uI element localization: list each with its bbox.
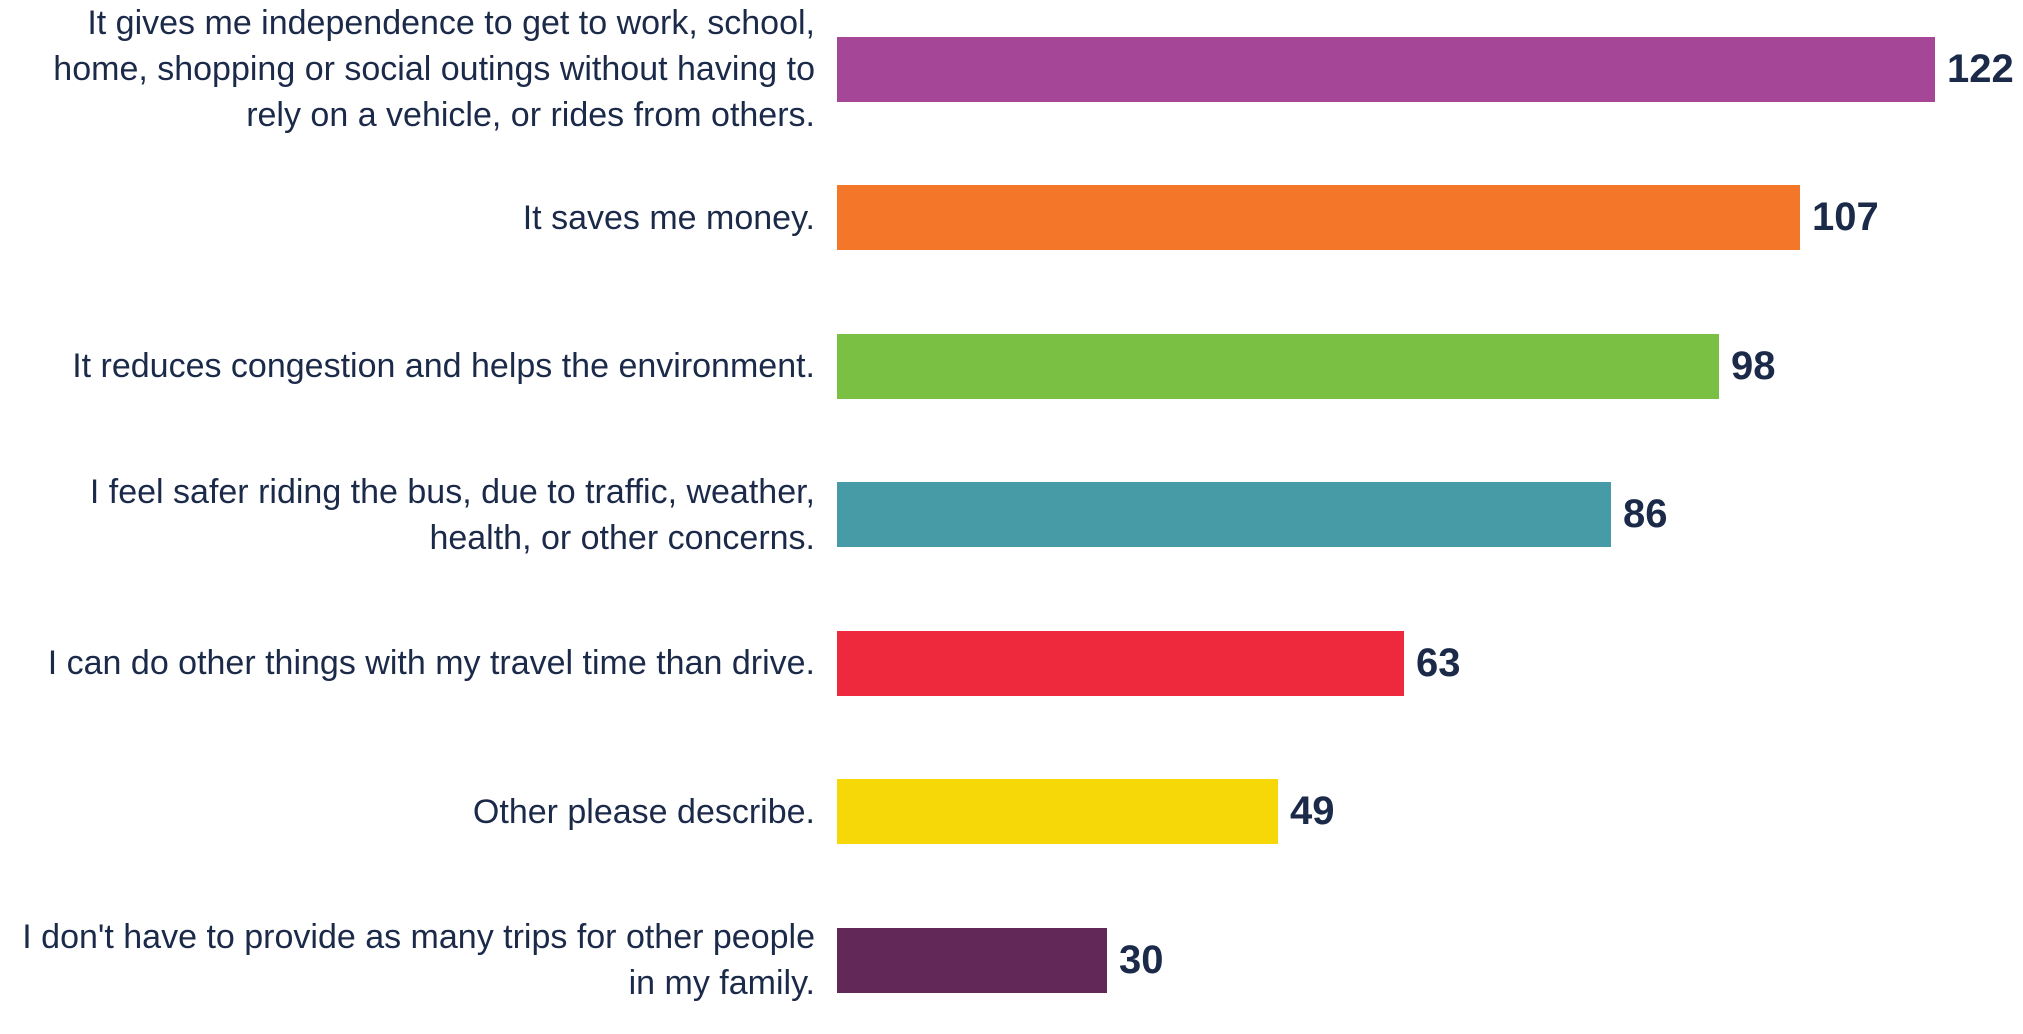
category-text: Other please describe.: [472, 792, 815, 831]
bar: [837, 482, 1611, 547]
bar: [837, 630, 1404, 696]
category-label: Other please describe.: [5, 738, 815, 886]
category-text: I feel safer riding the bus, due to traf…: [89, 472, 815, 557]
category-label: It reduces congestion and helps the envi…: [5, 292, 815, 440]
category-text: It gives me independence to get to work,…: [53, 4, 815, 134]
category-label: It gives me independence to get to work,…: [5, 0, 815, 143]
bar: [837, 927, 1107, 993]
value-label: 122: [1947, 46, 2014, 91]
value-label: 107: [1812, 195, 1879, 239]
value-label: 49: [1290, 789, 1335, 833]
category-label: It saves me money.: [5, 144, 815, 292]
category-text: It saves me money.: [522, 198, 815, 237]
category-text: I don't have to provide as many trips fo…: [22, 918, 815, 1002]
category-label: I don't have to provide as many trips fo…: [5, 886, 815, 1034]
bar: [837, 333, 1719, 399]
bar: [837, 36, 1935, 102]
category-label: I can do other things with my travel tim…: [5, 589, 815, 737]
value-label: 86: [1623, 492, 1668, 536]
chart: (() => { const data = JSON.parse(documen…: [5, 0, 2014, 1002]
category-text: It reduces congestion and helps the envi…: [72, 347, 815, 385]
category-text: I can do other things with my travel tim…: [47, 644, 815, 682]
value-label: 63: [1416, 640, 1461, 685]
value-label: 30: [1119, 937, 1164, 982]
bar: [837, 185, 1800, 250]
bar: [837, 779, 1278, 844]
category-label: I feel safer riding the bus, due to traf…: [5, 441, 815, 589]
value-label: 98: [1731, 343, 1776, 388]
